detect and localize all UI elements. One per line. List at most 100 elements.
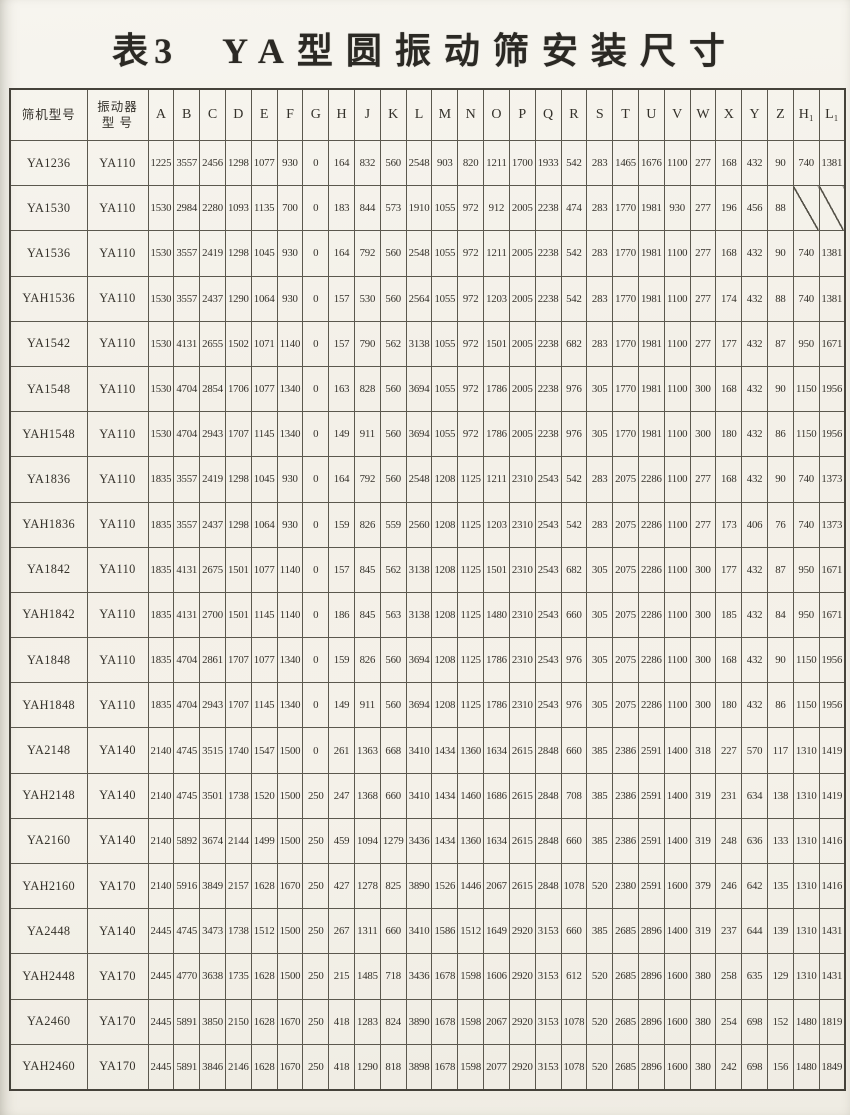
value-cell: 300 (689, 591, 717, 639)
col-header-dimension: H₁ (792, 88, 820, 141)
value-cell: 2140 (147, 727, 175, 774)
value-cell: 277 (689, 139, 717, 187)
col-header-dimension: K (379, 88, 407, 141)
vibrator-model-cell: YA110 (86, 682, 149, 729)
value-cell: 1981 (637, 365, 665, 413)
value-cell: 1208 (431, 456, 459, 503)
value-cell: 1678 (431, 998, 459, 1045)
value-cell: 117 (767, 727, 794, 774)
value-cell: 261 (328, 727, 355, 774)
table-row: YA1548 YA110 1530 4704 2854 1706 1077 1340 0 163 8… (9, 365, 846, 413)
value-cell: 1145 (250, 411, 278, 458)
value-cell: 1707 (224, 637, 252, 684)
value-cell: 976 (560, 411, 588, 458)
value-cell: 1310 (792, 772, 820, 819)
vibrator-model-cell: YA140 (86, 772, 149, 819)
value-cell: 1956 (818, 637, 846, 684)
value-cell: 318 (689, 727, 717, 774)
value-cell: 2700 (199, 591, 226, 639)
machine-model-cell: YA1836 (9, 456, 88, 503)
value-cell: 2140 (147, 862, 175, 910)
value-cell: 1849 (818, 1043, 846, 1091)
value-cell: 0 (302, 365, 330, 413)
value-cell: 1500 (276, 772, 304, 819)
value-cell: 2615 (508, 817, 536, 865)
value-cell: 1211 (483, 230, 510, 277)
value-cell: 196 (715, 185, 743, 232)
value-cell: 1055 (431, 320, 459, 367)
value-cell: 3694 (405, 365, 433, 413)
value-cell: 1340 (276, 637, 304, 684)
value-cell: 1290 (354, 1043, 381, 1091)
value-cell: 820 (457, 139, 485, 187)
machine-model-cell: YAH1842 (9, 591, 88, 639)
value-cell: 1340 (276, 411, 304, 458)
value-cell: 2419 (199, 456, 226, 503)
value-cell: 2896 (637, 953, 665, 1000)
value-cell: 1100 (663, 365, 691, 413)
value-cell: 1480 (792, 1043, 820, 1091)
value-cell: 1786 (483, 682, 510, 729)
value-cell: 283 (586, 501, 614, 548)
value-cell: 1480 (792, 998, 820, 1045)
value-cell: 1628 (250, 862, 278, 910)
value-cell: 1499 (250, 817, 278, 865)
value-cell: 972 (457, 185, 485, 232)
value-cell: 0 (302, 320, 330, 367)
table-row: YA1836 YA110 1835 3557 2419 1298 1045 930 0 164 79… (9, 456, 846, 503)
value-cell: 432 (741, 411, 768, 458)
value-cell: 1298 (224, 501, 252, 548)
vibrator-model-cell: YA110 (86, 411, 149, 458)
col-header-dimension: C (199, 88, 226, 141)
value-cell: 1368 (354, 772, 381, 819)
table-row: YAH1536 YA110 1530 3557 2437 1290 1064 930 0 157 5… (9, 275, 846, 322)
value-cell: 3638 (199, 953, 226, 1000)
value-cell: 740 (792, 275, 820, 322)
value-cell: 2310 (508, 682, 536, 729)
value-cell: 1100 (663, 637, 691, 684)
value-cell: 1055 (431, 275, 459, 322)
table-row: YA2448 YA140 2445 4745 3473 1738 1512 1500 250 26… (9, 908, 846, 955)
value-cell: 1446 (457, 862, 485, 910)
value-cell: 1373 (818, 501, 846, 548)
value-cell: 1501 (483, 546, 510, 593)
value-cell: 2075 (612, 637, 639, 684)
value-cell: 1530 (147, 230, 175, 277)
value-cell: 1530 (147, 320, 175, 367)
value-cell: 1670 (276, 1043, 304, 1091)
value-cell: 825 (379, 862, 407, 910)
machine-model-cell: YAH1548 (9, 411, 88, 458)
value-cell: 1770 (612, 411, 639, 458)
value-cell: 1071 (250, 320, 278, 367)
value-cell: 911 (354, 411, 381, 458)
value-cell: 682 (560, 546, 588, 593)
value-cell: 828 (354, 365, 381, 413)
value-cell: 1278 (354, 862, 381, 910)
value-cell: 1150 (792, 637, 820, 684)
value-cell: 305 (586, 546, 614, 593)
col-header-dimension: L (405, 88, 433, 141)
value-cell: 1125 (457, 682, 485, 729)
value-cell: 1634 (483, 727, 510, 774)
value-cell: 88 (767, 185, 794, 232)
vibrator-model-cell: YA110 (86, 591, 149, 639)
value-cell: 2543 (534, 591, 562, 639)
value-cell: 976 (560, 365, 588, 413)
value-cell: 1055 (431, 365, 459, 413)
value-cell: 1400 (663, 908, 691, 955)
value-cell: 3153 (534, 908, 562, 955)
dimensions-table: 筛机型号 振动器 型 号 A B C D E F G H J K L M N O P Q R S T U V W X Y Z H₁ L₁… (9, 88, 846, 1091)
value-cell: 930 (276, 456, 304, 503)
value-cell: 3436 (405, 953, 433, 1000)
value-cell: 1055 (431, 411, 459, 458)
value-cell: 3153 (534, 998, 562, 1045)
value-cell: 2310 (508, 637, 536, 684)
value-cell: 1310 (792, 727, 820, 774)
value-cell: 1150 (792, 411, 820, 458)
value-cell: 660 (560, 591, 588, 639)
value-cell: 972 (457, 320, 485, 367)
value-cell: 792 (354, 456, 381, 503)
value-cell: 406 (741, 501, 768, 548)
value-cell: 1140 (276, 320, 304, 367)
